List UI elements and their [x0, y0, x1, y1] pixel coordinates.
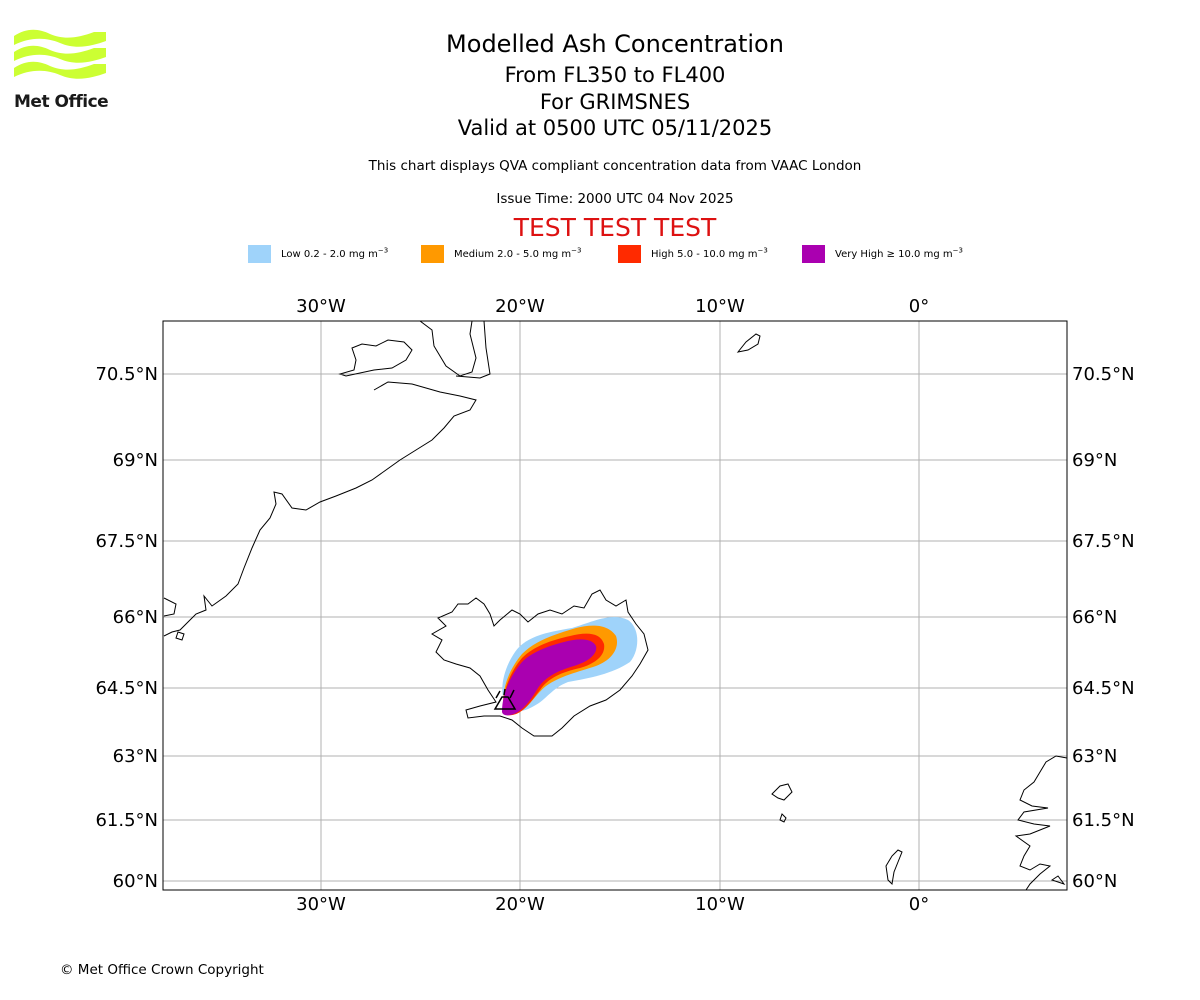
valid-time: Valid at 0500 UTC 05/11/2025 — [457, 116, 773, 140]
lat-label: 69°N — [113, 450, 158, 471]
lat-label: 64.5°N — [95, 678, 158, 699]
flight-level-range: From FL350 to FL400 — [504, 63, 726, 87]
coastline-jan-mayen — [736, 333, 761, 353]
lat-label: 60°N — [113, 871, 158, 892]
ash-plume — [502, 617, 638, 716]
lon-label: 30°W — [296, 296, 346, 317]
legend-label-high: High 5.0 - 10.0 mg m−3 — [651, 246, 768, 260]
lon-label: 20°W — [495, 894, 545, 915]
coastline-greenland — [163, 321, 491, 641]
lat-label: 60°N — [1072, 871, 1117, 892]
legend-item-medium: Medium 2.0 - 5.0 mg m−3 — [421, 244, 581, 264]
lat-label: 63°N — [113, 746, 158, 767]
lon-label: 20°W — [495, 296, 545, 317]
legend-item-low: Low 0.2 - 2.0 mg m−3 — [248, 244, 388, 264]
coastlines — [163, 321, 1067, 890]
met-office-waves-icon — [14, 29, 106, 79]
met-office-logo — [14, 29, 106, 79]
lat-label: 63°N — [1072, 746, 1117, 767]
lat-label: 67.5°N — [1072, 531, 1135, 552]
lon-label: 0° — [909, 894, 929, 915]
lat-label: 69°N — [1072, 450, 1117, 471]
gridlines — [163, 321, 1067, 890]
legend-swatch-high — [618, 245, 641, 263]
lat-labels-right: 70.5°N 69°N 67.5°N 66°N 64.5°N 63°N 61.5… — [1072, 364, 1135, 892]
coastline-shetland — [885, 849, 903, 886]
lat-label: 61.5°N — [95, 810, 158, 831]
ash-map: 30°W 20°W 10°W 0° 30°W 20°W 10°W 0° 70.5… — [95, 296, 1135, 915]
lon-labels-top: 30°W 20°W 10°W 0° — [296, 296, 929, 317]
volcano-name: For GRIMSNES — [539, 90, 691, 114]
lat-label: 70.5°N — [95, 364, 158, 385]
ash-region-very-high — [502, 639, 597, 716]
legend-label-low: Low 0.2 - 2.0 mg m−3 — [281, 246, 389, 260]
coastline-faroe-islands — [771, 783, 793, 823]
copyright: © Met Office Crown Copyright — [60, 962, 264, 978]
issue-time: Issue Time: 2000 UTC 04 Nov 2025 — [496, 191, 734, 207]
lat-label: 66°N — [113, 607, 158, 628]
legend-item-high: High 5.0 - 10.0 mg m−3 — [618, 244, 768, 264]
chart-title: Modelled Ash Concentration — [446, 30, 784, 58]
lat-label: 66°N — [1072, 607, 1117, 628]
legend-swatch-low — [248, 245, 271, 263]
legend-item-very-high: Very High ≥ 10.0 mg m−3 — [802, 244, 963, 264]
legend-label-very-high: Very High ≥ 10.0 mg m−3 — [835, 246, 963, 260]
legend-swatch-medium — [421, 245, 444, 263]
coastline-iceland — [431, 589, 649, 737]
map-frame — [162, 320, 1068, 891]
logo-text: Met Office — [14, 92, 109, 112]
lat-label: 64.5°N — [1072, 678, 1135, 699]
qva-note: This chart displays QVA compliant concen… — [368, 158, 862, 174]
test-banner: TEST TEST TEST — [513, 213, 717, 242]
lon-label: 0° — [909, 296, 929, 317]
lon-label: 30°W — [296, 894, 346, 915]
lat-label: 70.5°N — [1072, 364, 1135, 385]
lat-label: 61.5°N — [1072, 810, 1135, 831]
legend-swatch-very-high — [802, 245, 825, 263]
lat-label: 67.5°N — [95, 531, 158, 552]
legend-label-medium: Medium 2.0 - 5.0 mg m−3 — [454, 246, 582, 260]
lon-label: 10°W — [695, 296, 745, 317]
volcano-icon — [493, 688, 517, 710]
lat-labels-left: 70.5°N 69°N 67.5°N 66°N 64.5°N 63°N 61.5… — [95, 364, 158, 892]
lon-label: 10°W — [695, 894, 745, 915]
lon-labels-bottom: 30°W 20°W 10°W 0° — [296, 894, 929, 915]
coastline-norway — [1014, 755, 1067, 890]
